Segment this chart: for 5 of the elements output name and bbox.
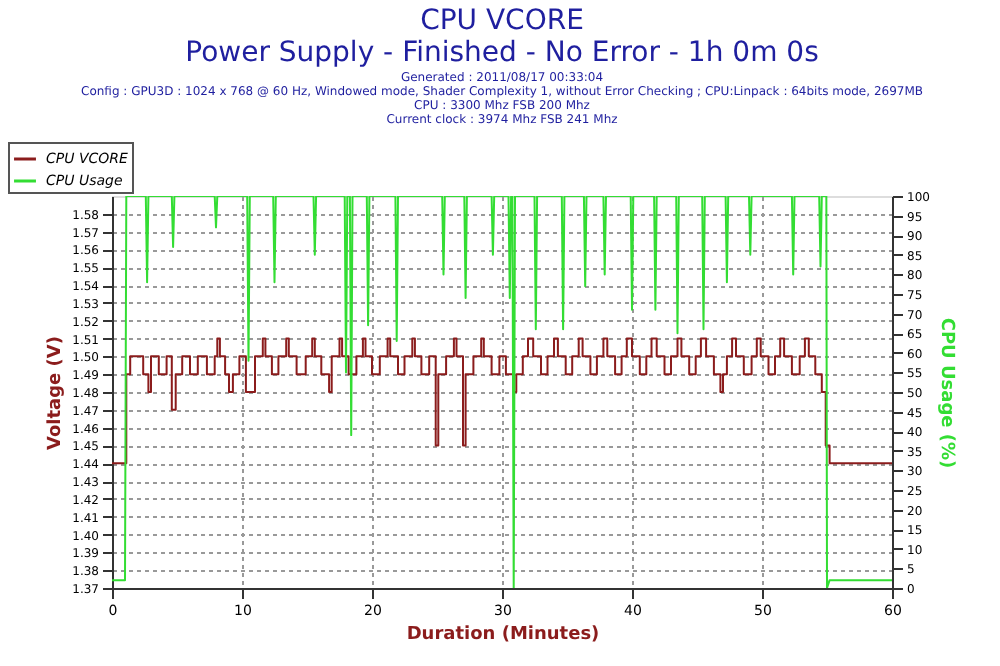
y2-axis-title: CPU Usage (%)	[935, 317, 956, 469]
y-axis-title: Voltage (V)	[46, 336, 67, 450]
chart-title: CPU VCORE	[420, 5, 584, 37]
x-axis-title: Duration (Minutes)	[406, 625, 600, 645]
chart-subtitle: Power Supply - Finished - No Error - 1h 0m 0s	[185, 37, 819, 69]
